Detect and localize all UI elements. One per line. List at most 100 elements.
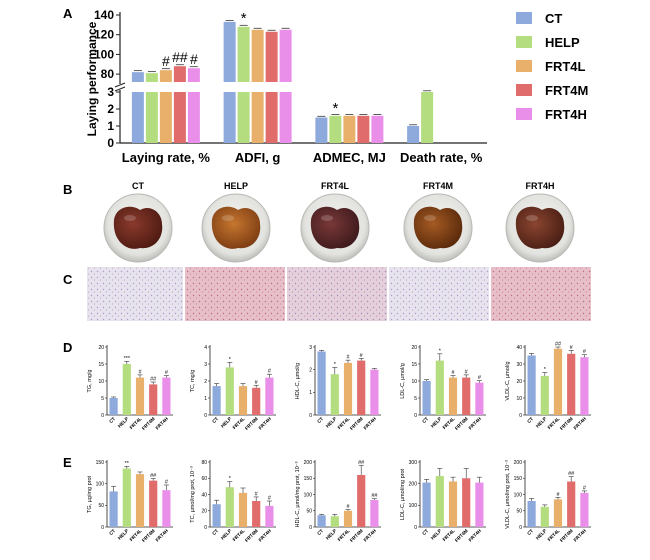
tick-label: 150 [96,460,105,466]
tick-label: 15 [411,362,417,368]
x-tick-label: CT [526,528,535,537]
chart-d3: HDL-C, µmol/g0123CT*HELP#FRT4L#FRT4MFRT4… [295,345,381,432]
a-tick-label: 140 [94,8,114,22]
photo-label-frt4l: FRT4L [321,181,350,191]
x-tick-label: FRT4M [141,528,157,544]
tick-label: 0 [204,525,207,531]
a-significance-mark: ## [172,49,188,65]
a-bar-lower-part [237,92,250,143]
tick-label: 100 [304,492,313,498]
significance-mark: # [583,349,587,355]
a-bar [145,73,158,82]
a-bar [421,92,434,143]
x-tick-label: FRT4M [349,416,365,432]
a-axis-break [114,82,126,92]
significance-mark: ## [150,377,157,383]
a-tick-label: 120 [94,28,114,42]
bar-ct [212,504,221,527]
bar-frt4h [475,382,484,415]
tick-label: 5 [101,396,104,402]
y-axis-title: VLDL-C, µmol/mg prot, 10⁻³ [505,460,511,529]
histology-frt4l [287,267,387,321]
legend-label-help: HELP [545,35,580,50]
a-bar [407,126,420,143]
x-tick-label: FRT4M [559,528,575,544]
tick-label: 300 [409,460,418,466]
x-tick-label: FRT4M [244,416,260,432]
a-bar [223,21,236,83]
bar-ct [422,381,431,415]
significance-mark: # [165,370,169,376]
significance-mark: # [268,496,272,502]
tick-label: 20 [201,509,207,515]
a-bar-lower-part [145,92,158,143]
bar-frt4l [448,481,458,527]
a-tick-label: 100 [94,47,114,61]
panel-a-chart: 80 100 120 140 0 1 2 3 Laying performance Laying … [85,8,487,165]
x-tick-label: FRT4H [573,416,589,432]
significance-mark: # [255,491,259,497]
tick-label: 50 [306,509,312,515]
significance-mark: # [451,370,455,376]
significance-mark: ** [125,461,130,467]
a-category-label: ADFI, g [235,150,281,165]
legend-label-frt4l: FRT4L [545,59,586,74]
bar-frt4l [135,377,145,415]
y-axis-title: HDL-C, µmol/g [295,363,301,399]
tick-label: 3 [204,362,207,368]
x-tick-label: FRT4M [454,528,470,544]
significance-mark: # [478,375,482,381]
liver-sample [515,206,565,249]
bar-frt4m [567,481,576,527]
tick-label: 100 [514,492,523,498]
x-tick-label: FRT4H [155,528,171,544]
significance-mark: * [334,362,337,368]
a-category-label: Death rate, % [400,150,483,165]
liver-highlight [124,215,136,221]
liver-highlight [526,215,538,221]
photo-label-help: HELP [224,181,248,191]
bar-frt4l [238,386,248,415]
x-tick-label: FRT4H [468,416,484,432]
tick-label: 50 [98,503,104,509]
a-category-label: Laying rate, % [122,150,211,165]
tick-label: 0 [101,413,104,419]
tick-label: 0 [414,413,417,419]
significance-mark: * [229,357,232,363]
bar-frt4h [370,369,379,415]
bar-frt4m [567,353,576,415]
significance-mark: # [465,369,469,375]
bar-frt4h [265,505,274,527]
a-bar [315,117,328,143]
bar-help [225,367,234,415]
y-axis-title: VLDL-C, µmol/g [505,361,511,400]
x-tick-label: FRT4H [258,528,274,544]
bar-frt4m [149,384,158,415]
bar-frt4h [475,482,484,527]
liver-highlight [321,215,333,221]
x-tick-label: CT [211,528,220,537]
significance-mark: ## [358,460,365,466]
tick-label: 20 [516,379,522,385]
bar-frt4l [343,362,353,415]
x-tick-label: CT [211,416,220,425]
a-bar [371,115,384,143]
chart-d1: TG, mg/g05101520CT***HELP#FRT4L##FRT4M#F… [87,345,173,432]
significance-mark: # [346,355,350,361]
significance-mark: ## [568,471,575,477]
a-bar-lower-part [223,92,236,143]
bar-frt4l [238,492,248,527]
x-tick-label: CT [526,416,535,425]
a-bar [357,115,370,143]
bar-frt4h [162,377,171,415]
legend-swatch-help [516,36,532,48]
bar-help [330,516,339,527]
tick-label: 150 [514,476,523,482]
a-bar [279,29,292,82]
significance-mark: # [360,353,364,359]
tick-label: 200 [304,460,313,466]
bar-ct [317,515,326,527]
bar-help [122,468,131,527]
